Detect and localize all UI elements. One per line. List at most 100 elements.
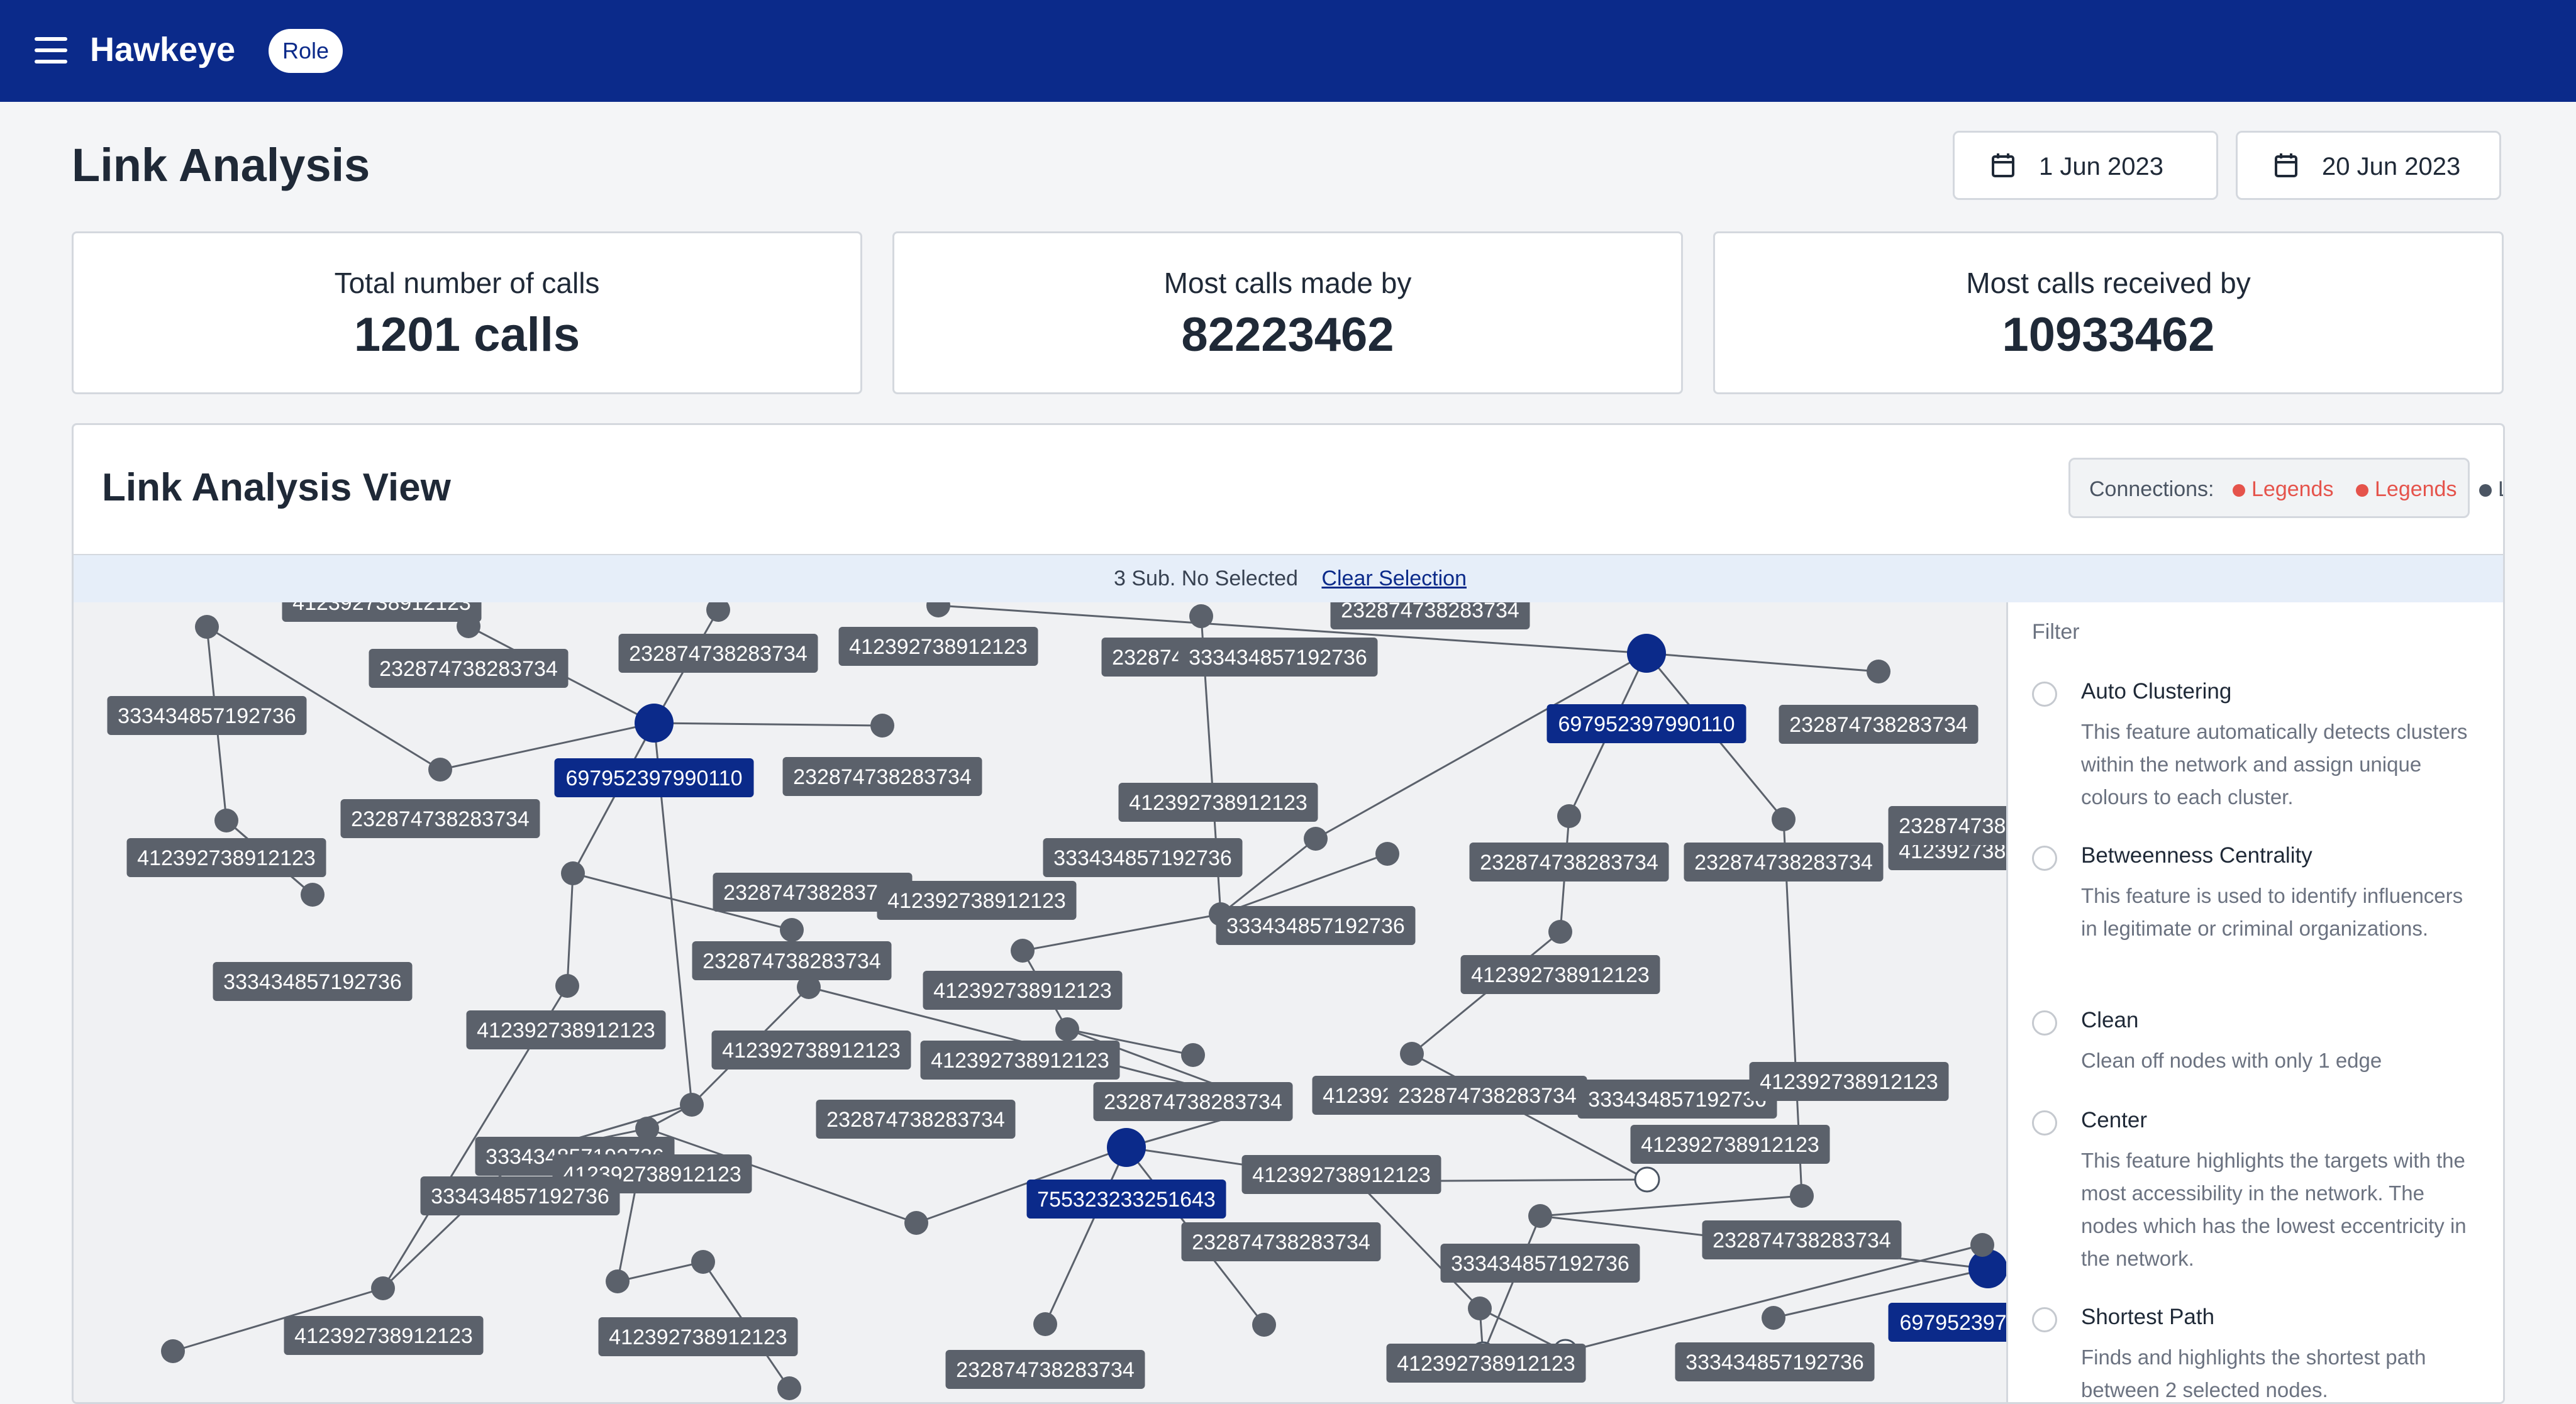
legend-item[interactable]: Legends — [2356, 477, 2457, 502]
graph-node[interactable] — [1189, 604, 1213, 628]
graph-node-label[interactable]: 232874738283734 — [1093, 1082, 1293, 1121]
end-date-button[interactable]: 20 Jun 2023 — [2236, 131, 2501, 200]
graph-node-label[interactable]: 232874738283734 — [1702, 1220, 1902, 1259]
graph-node-label[interactable]: 232874738283734 — [1330, 602, 1530, 629]
graph-node[interactable] — [1181, 1043, 1205, 1067]
graph-node-label[interactable]: 412392738912123 — [1118, 783, 1318, 822]
graph-node[interactable] — [904, 1211, 928, 1235]
graph-node-label[interactable]: 412392738912123 — [1460, 955, 1660, 994]
graph-node-label[interactable]: 412392738912123 — [838, 627, 1038, 666]
graph-node[interactable] — [797, 975, 821, 999]
graph-node-label[interactable]: 412392738912123 — [923, 971, 1123, 1010]
graph-node-label[interactable]: 232874738283734 — [782, 757, 982, 796]
graph-node[interactable] — [428, 758, 452, 782]
graph-node[interactable] — [1970, 1233, 1994, 1257]
graph-node-label[interactable]: 333434857192736 — [1178, 638, 1378, 677]
start-date-button[interactable]: 1 Jun 2023 — [1953, 131, 2218, 200]
graph-node-label[interactable]: 412392738912123 — [284, 1316, 484, 1355]
graph-node-label[interactable]: 412392738912123 — [1386, 1344, 1586, 1383]
graph-node-label[interactable]: 232874738283734 — [692, 941, 892, 980]
graph-node[interactable] — [606, 1269, 630, 1293]
graph-node-label[interactable]: 333434857192736 — [1675, 1342, 1875, 1381]
graph-node[interactable] — [691, 1250, 715, 1274]
role-badge[interactable]: Role — [269, 29, 343, 73]
graph-node-label[interactable]: 333434857192736 — [420, 1176, 620, 1215]
graph-node[interactable] — [1634, 1166, 1660, 1193]
graph-node-label[interactable]: 232874738283734 — [816, 1100, 1016, 1139]
graph-node[interactable] — [635, 1117, 659, 1141]
graph-node-label[interactable]: 232874738283734 — [1779, 705, 1979, 744]
graph-node[interactable] — [706, 602, 730, 622]
graph-node[interactable] — [780, 918, 804, 942]
graph-node-label[interactable]: 412392738912123 — [1241, 1155, 1441, 1194]
radio-button[interactable] — [2032, 1110, 2057, 1136]
graph-node-label[interactable]: 232874738283734 — [1181, 1222, 1381, 1261]
graph-hub-node[interactable] — [1968, 1249, 2007, 1288]
graph-hub-node[interactable] — [1107, 1128, 1146, 1167]
graph-node-label[interactable]: 232874738283734 — [1684, 843, 1884, 882]
graph-node-label[interactable]: 232874738283734 — [618, 634, 818, 673]
graph-node-label[interactable]: 232874738283734 — [369, 649, 569, 688]
radio-button[interactable] — [2032, 1010, 2057, 1036]
graph-node-label[interactable]: 232874738283734 — [1469, 843, 1669, 882]
graph-node[interactable] — [1375, 842, 1399, 866]
graph-hub-node[interactable] — [1627, 634, 1666, 673]
graph-node[interactable] — [1867, 660, 1890, 683]
graph-node[interactable] — [555, 974, 579, 998]
graph-node-label[interactable]: 412392738912123 — [126, 838, 326, 877]
graph-node-label[interactable]: 333434857192736 — [1043, 838, 1243, 877]
graph-node-label[interactable]: 412392738912123 — [877, 881, 1077, 920]
clear-selection-link[interactable]: Clear Selection — [1321, 567, 1467, 590]
graph-node[interactable] — [1252, 1313, 1276, 1337]
radio-button[interactable] — [2032, 682, 2057, 707]
graph-node[interactable] — [1557, 804, 1581, 828]
graph-node-label[interactable]: 333434857192736 — [1577, 1080, 1777, 1119]
graph-node-label[interactable]: 333434857192736 — [107, 696, 307, 735]
graph-node[interactable] — [1528, 1204, 1552, 1228]
graph-node-label[interactable]: 412392738912123 — [552, 1154, 752, 1193]
graph-node-label[interactable]: 412392738912123 — [598, 1317, 798, 1356]
graph-node[interactable] — [680, 1093, 704, 1117]
graph-node[interactable] — [1055, 1017, 1079, 1041]
graph-node[interactable] — [870, 714, 894, 738]
graph-node[interactable] — [1468, 1296, 1492, 1320]
graph-node[interactable] — [161, 1339, 185, 1363]
graph-node-label[interactable]: 333434857192736 — [1216, 906, 1416, 945]
graph-node[interactable] — [926, 602, 950, 617]
graph-node-label[interactable]: 333434857192736 — [1440, 1244, 1640, 1283]
graph-node[interactable] — [1790, 1184, 1814, 1208]
graph-node[interactable] — [1762, 1306, 1785, 1330]
graph-node[interactable] — [1400, 1042, 1424, 1066]
legend-item[interactable]: Legends — [2479, 477, 2503, 502]
graph-canvas[interactable]: 4123927389121232328747382837342328747382… — [74, 602, 2505, 1404]
graph-node[interactable] — [1011, 939, 1035, 963]
graph-node-label[interactable]: 232874738283734 — [340, 799, 540, 838]
graph-node[interactable] — [195, 615, 219, 639]
graph-node[interactable] — [777, 1376, 801, 1400]
graph-node[interactable] — [1548, 920, 1572, 944]
graph-node-label[interactable]: 412392738912123 — [1630, 1125, 1830, 1164]
radio-button[interactable] — [2032, 1307, 2057, 1332]
graph-node-label[interactable]: 412392738912123 — [282, 602, 482, 622]
graph-hub-node[interactable] — [635, 704, 674, 743]
graph-node-label[interactable]: 232874738283734 — [945, 1350, 1145, 1389]
graph-node[interactable] — [371, 1276, 395, 1300]
graph-node-label[interactable]: 232874738283734 — [1387, 1076, 1587, 1115]
hamburger-icon[interactable] — [35, 37, 67, 64]
graph-node-label[interactable]: 412392738912123 — [466, 1010, 666, 1049]
graph-node-label[interactable]: 412392738912123 — [1749, 1062, 1949, 1101]
graph-node-label[interactable]: 412392738912123 — [920, 1041, 1120, 1080]
graph-node-label[interactable]: 412392738912123 — [711, 1031, 911, 1070]
graph-node[interactable] — [1772, 807, 1796, 831]
graph-node[interactable] — [301, 883, 325, 907]
graph-node[interactable] — [1304, 827, 1328, 851]
graph-node-label[interactable]: 333434857192736 — [213, 962, 413, 1001]
graph-node[interactable] — [561, 861, 585, 885]
graph-node-label-selected[interactable]: 697952397990110 — [1546, 704, 1746, 743]
graph-node-label[interactable]: 232874738283734 — [713, 873, 913, 912]
graph-node-label-selected[interactable]: 697952397990110 — [554, 758, 754, 797]
legend-item[interactable]: Legends — [2233, 477, 2333, 502]
graph-node[interactable] — [1033, 1312, 1057, 1336]
radio-button[interactable] — [2032, 846, 2057, 871]
graph-node[interactable] — [214, 809, 238, 832]
